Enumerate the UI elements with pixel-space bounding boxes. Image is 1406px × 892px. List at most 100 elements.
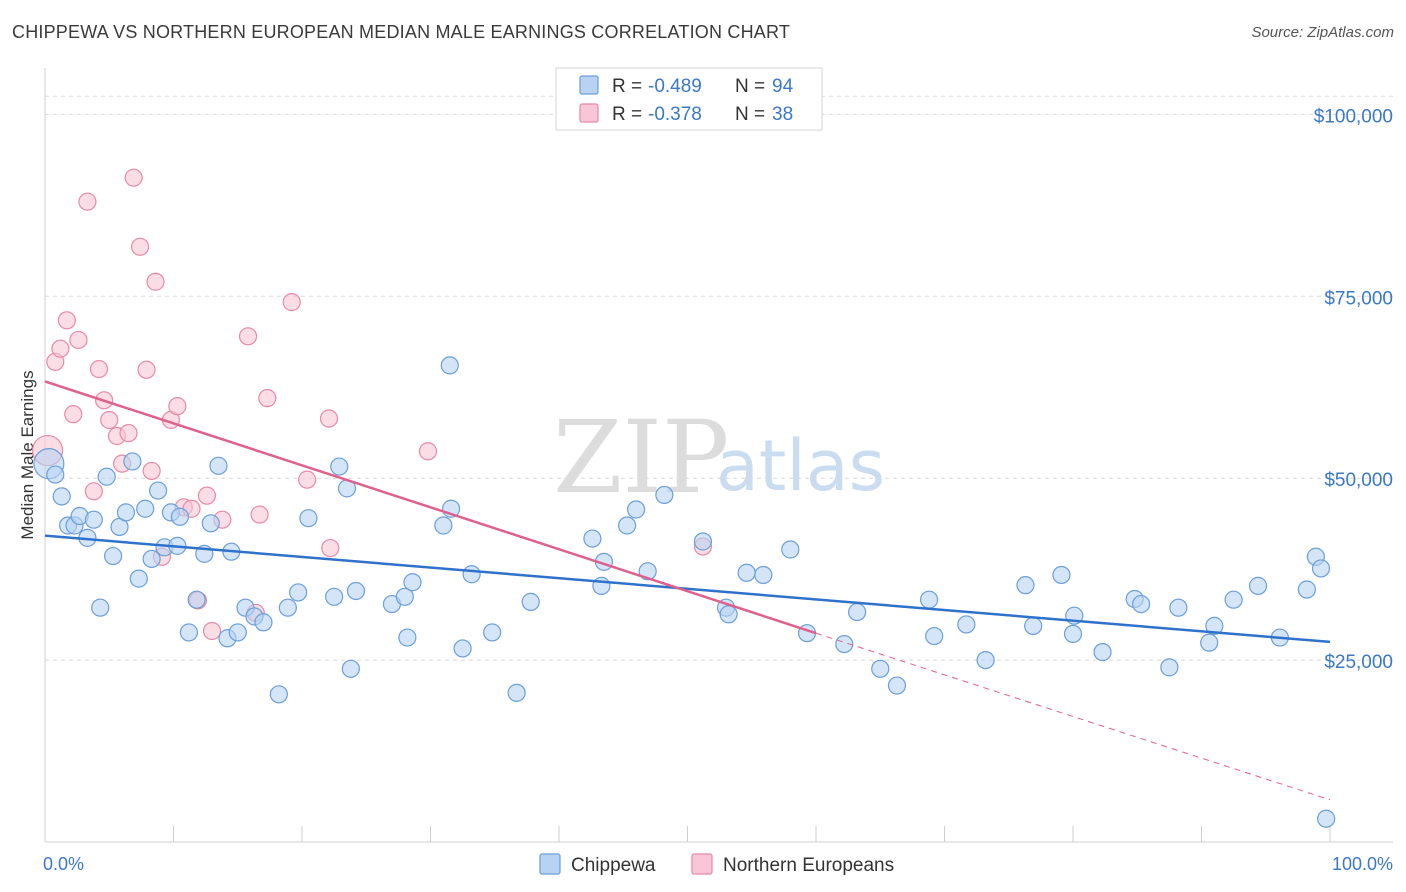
chippewa-point-85 bbox=[1169, 598, 1188, 617]
chippewa-point-65 bbox=[754, 565, 773, 585]
legend-swatch-chippewa bbox=[579, 75, 599, 95]
northern-europeans-point-17 bbox=[142, 461, 161, 481]
northern-europeans-trend-line bbox=[44, 380, 817, 635]
chippewa-point-83 bbox=[1132, 594, 1151, 614]
chippewa-point-79 bbox=[1063, 624, 1083, 644]
northern-europeans-point-30 bbox=[250, 505, 269, 524]
watermark: ZIP atlas bbox=[553, 399, 885, 516]
chippewa-point-77 bbox=[1024, 616, 1043, 635]
y-tick-label-1: $50,000 bbox=[1324, 470, 1393, 491]
northern-europeans-point-2 bbox=[51, 339, 70, 358]
legend-n-label-northern-europeans: N = bbox=[735, 104, 765, 125]
x-tick-label-min: 0.0% bbox=[43, 854, 84, 874]
chippewa-point-74 bbox=[957, 615, 976, 634]
chippewa-point-81 bbox=[1093, 642, 1112, 662]
chippewa-point-36 bbox=[299, 509, 318, 528]
northern-europeans-point-35 bbox=[319, 409, 339, 428]
watermark-atlas: atlas bbox=[716, 425, 885, 507]
northern-europeans-point-15 bbox=[130, 237, 150, 256]
chippewa-point-53 bbox=[521, 592, 540, 611]
chippewa-point-73 bbox=[925, 626, 944, 646]
y-tick-label-3: $100,000 bbox=[1314, 106, 1393, 127]
chippewa-point-12 bbox=[116, 503, 136, 522]
northern-europeans-point-25 bbox=[197, 486, 217, 505]
chippewa-point-32 bbox=[254, 613, 273, 632]
chippewa-point-7 bbox=[84, 510, 103, 529]
chippewa-point-13 bbox=[123, 452, 142, 471]
chippewa-point-76 bbox=[1016, 576, 1035, 595]
chippewa-point-54 bbox=[583, 529, 602, 548]
chippewa-point-41 bbox=[346, 581, 366, 601]
chippewa-point-33 bbox=[269, 685, 288, 704]
northern-europeans-point-32 bbox=[282, 293, 301, 312]
chippewa-point-21 bbox=[170, 507, 190, 526]
legend-r-value-northern-europeans: -0.378 bbox=[648, 104, 702, 125]
northern-europeans-point-3 bbox=[57, 311, 76, 330]
chippewa-point-25 bbox=[201, 514, 220, 533]
legend-n-value-northern-europeans: 38 bbox=[772, 104, 793, 125]
chippewa-point-10 bbox=[104, 546, 123, 566]
bottom-legend-label-chippewa: Chippewa bbox=[571, 855, 656, 876]
chippewa-trend-line bbox=[44, 534, 1331, 644]
chippewa-point-48 bbox=[453, 639, 472, 658]
chippewa-point-34 bbox=[278, 598, 297, 617]
chippewa-point-64 bbox=[737, 563, 756, 582]
chippewa-point-63 bbox=[719, 605, 738, 624]
chippewa-point-60 bbox=[655, 485, 674, 505]
chippewa-point-9 bbox=[97, 467, 116, 486]
legend-box bbox=[555, 67, 823, 131]
northern-europeans-trend-extension bbox=[815, 632, 1331, 801]
chippewa-point-35 bbox=[289, 583, 308, 602]
northern-europeans-point-10 bbox=[100, 410, 119, 430]
legend-r-label-chippewa: R = bbox=[612, 76, 642, 97]
chippewa-point-37 bbox=[325, 587, 344, 606]
northern-europeans-point-21 bbox=[168, 397, 187, 416]
chippewa-point-84 bbox=[1160, 658, 1179, 677]
chippewa-point-45 bbox=[403, 573, 422, 592]
chart-source: Source: ZipAtlas.com bbox=[1251, 24, 1394, 41]
bottom-legend-label-northern-europeans: Northern Europeans bbox=[723, 855, 894, 876]
chippewa-points bbox=[33, 356, 1336, 828]
bottom-legend-swatch-northern-europeans bbox=[691, 853, 713, 875]
y-tick-label-2: $75,000 bbox=[1324, 288, 1393, 309]
northern-europeans-point-6 bbox=[78, 192, 97, 211]
chippewa-point-50 bbox=[440, 356, 459, 375]
chippewa-point-14 bbox=[129, 569, 148, 588]
northern-europeans-point-4 bbox=[64, 405, 83, 424]
northern-europeans-point-31 bbox=[258, 389, 277, 408]
chippewa-point-52 bbox=[507, 683, 526, 702]
chart-title: CHIPPEWA VS NORTHERN EUROPEAN MEDIAN MAL… bbox=[12, 22, 791, 42]
chippewa-point-51 bbox=[483, 623, 502, 642]
chippewa-point-93 bbox=[1311, 559, 1331, 578]
chippewa-point-86 bbox=[1200, 633, 1219, 652]
northern-europeans-point-18 bbox=[146, 272, 165, 291]
chippewa-point-58 bbox=[626, 500, 646, 519]
northern-europeans-point-34 bbox=[321, 538, 340, 558]
chippewa-point-49 bbox=[462, 565, 481, 584]
watermark-zip: ZIP bbox=[553, 399, 729, 516]
legend-r-label-northern-europeans: R = bbox=[612, 104, 642, 125]
northern-europeans-point-7 bbox=[84, 482, 103, 501]
chippewa-point-1 bbox=[46, 465, 65, 484]
chippewa-point-66 bbox=[781, 540, 800, 559]
chippewa-point-26 bbox=[209, 456, 228, 475]
northern-europeans-point-14 bbox=[124, 168, 143, 187]
chippewa-point-46 bbox=[434, 516, 453, 535]
chippewa-point-91 bbox=[1297, 580, 1316, 599]
chippewa-point-57 bbox=[618, 516, 637, 535]
chippewa-point-2 bbox=[52, 487, 71, 506]
chippewa-point-38 bbox=[330, 457, 349, 476]
x-tick-marks bbox=[173, 826, 1331, 842]
legend-n-label-chippewa: N = bbox=[735, 76, 765, 97]
legend-r-value-chippewa: -0.489 bbox=[648, 76, 702, 97]
northern-europeans-point-13 bbox=[119, 423, 138, 443]
y-axis-label: Median Male Earnings bbox=[18, 370, 37, 539]
northern-europeans-point-26 bbox=[202, 621, 222, 641]
chippewa-point-22 bbox=[179, 623, 199, 642]
chippewa-point-71 bbox=[887, 676, 907, 695]
chippewa-point-72 bbox=[919, 590, 939, 609]
chippewa-point-23 bbox=[187, 590, 206, 609]
chippewa-point-70 bbox=[871, 659, 890, 678]
grid-lines bbox=[45, 95, 1393, 661]
